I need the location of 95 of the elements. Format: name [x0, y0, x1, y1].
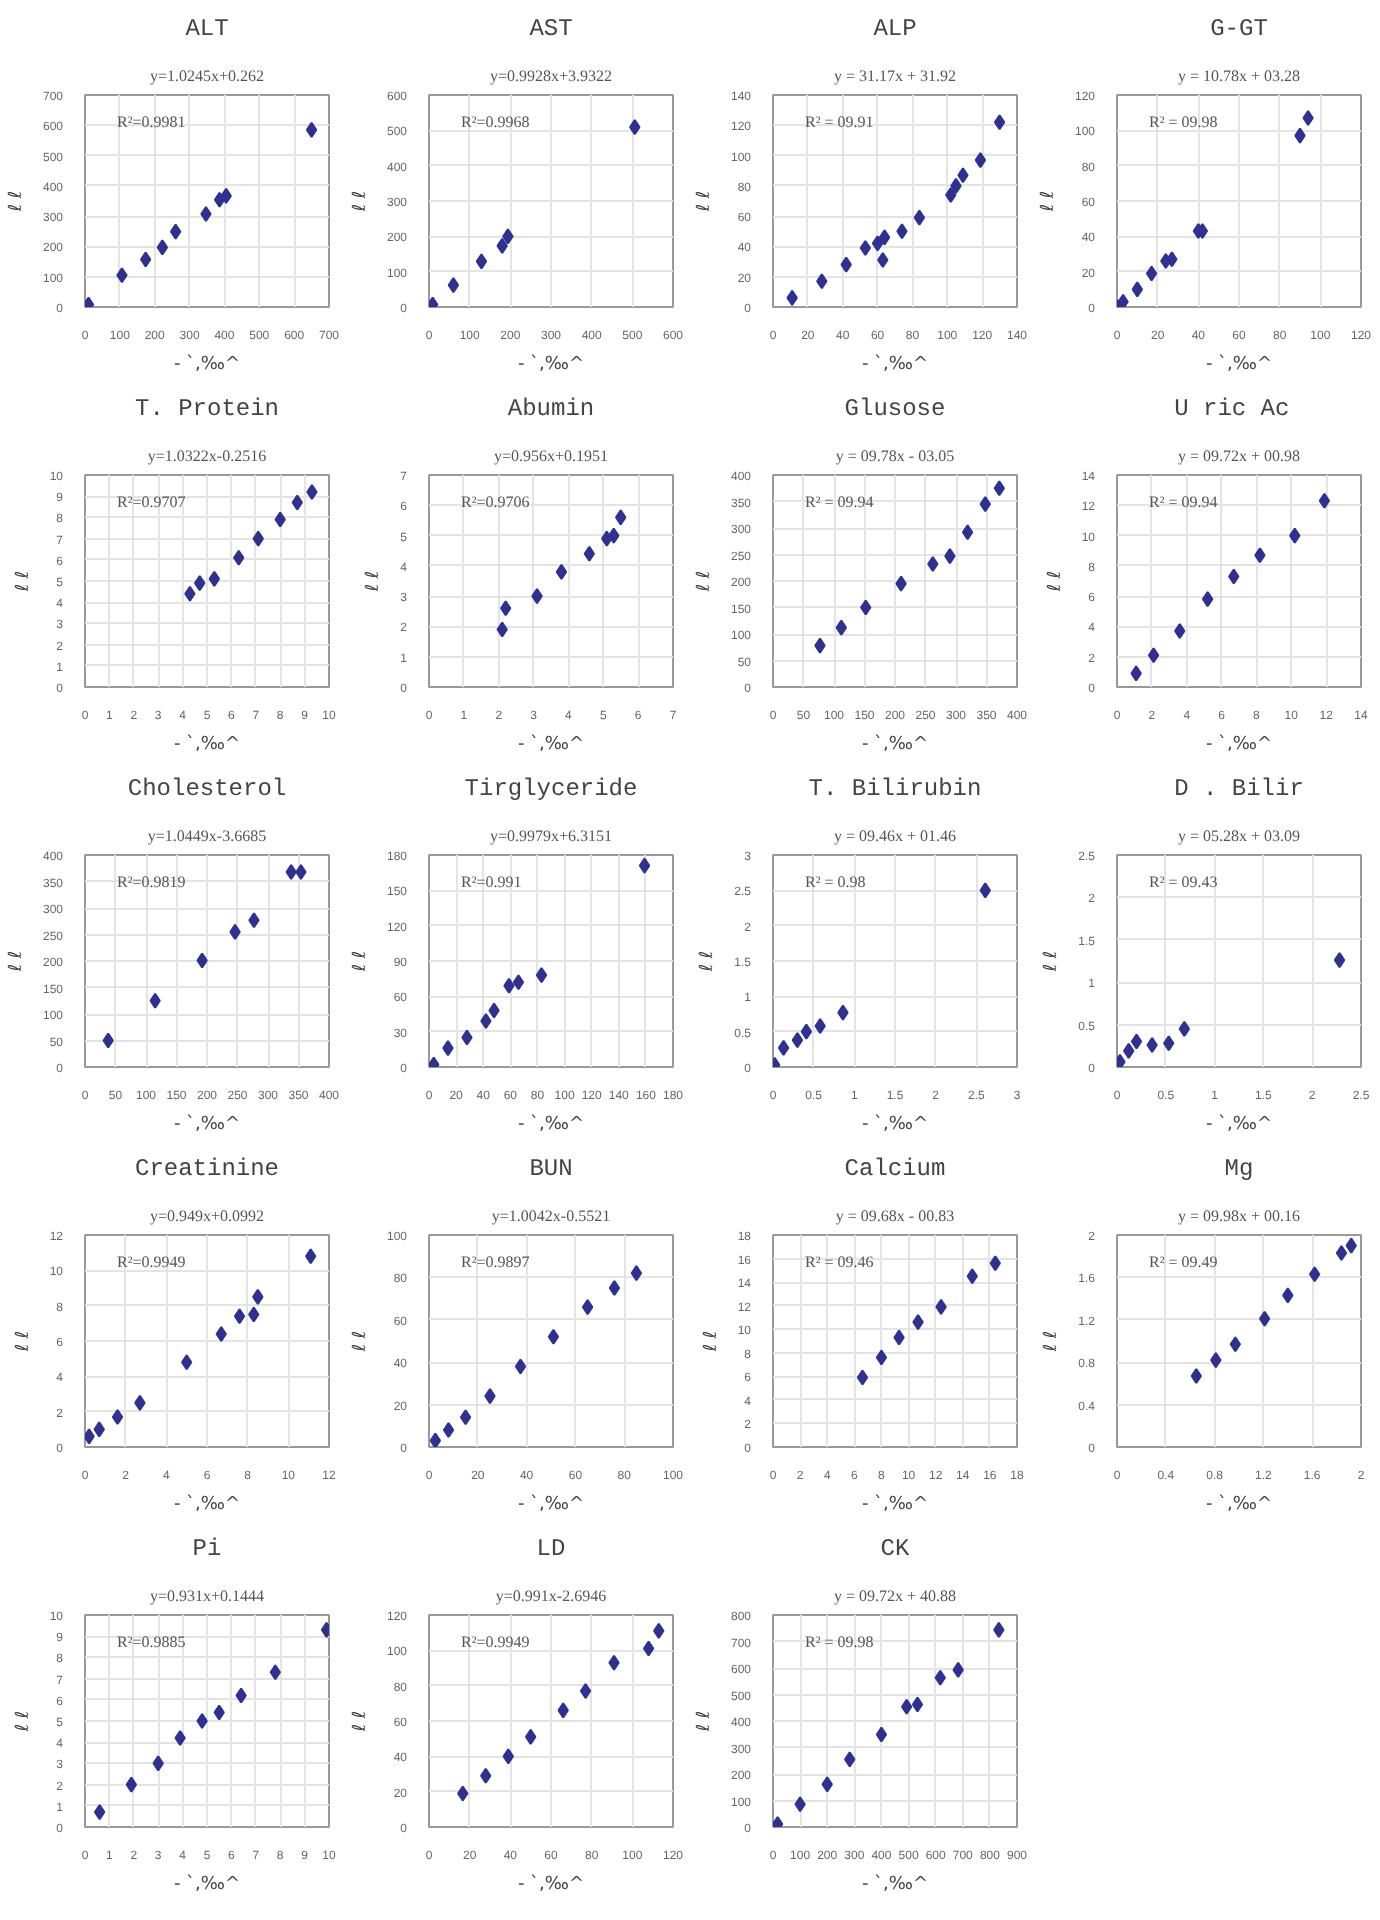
- annotation: R² = 0.98: [805, 873, 866, 891]
- annotation: R² = 09.43: [1149, 873, 1218, 891]
- annotation: R² = 09.46: [805, 1253, 874, 1271]
- x-axis-title: - `,‰^: [517, 1493, 585, 1515]
- text: y=1.0042x-0.5521: [491, 1207, 611, 1225]
- x-axis-title: - `,‰^: [861, 353, 929, 375]
- x-axis-title: - `,‰^: [1205, 353, 1273, 375]
- text: y=0.991x-2.6946: [495, 1587, 607, 1605]
- text: y = 10.78x + 03.28: [1177, 67, 1301, 85]
- annotation: R²=0.9897: [461, 1253, 530, 1271]
- text: y=1.0322x-0.2516: [147, 447, 267, 465]
- y-axis-title: ℓ ℓ: [1038, 190, 1059, 214]
- text: y=0.9979x+6.3151: [489, 827, 613, 845]
- chart-title: T. Protein: [134, 395, 280, 423]
- y-axis-title: ℓ ℓ: [701, 1330, 722, 1354]
- x-axis-title: - `,‰^: [861, 1493, 929, 1515]
- text: y = 31.17x + 31.92: [833, 67, 957, 85]
- annotation: R²=0.9968: [461, 113, 530, 131]
- annotation: R² = 09.98: [805, 1633, 874, 1651]
- annotation: R² = 09.49: [1149, 1253, 1218, 1271]
- y-axis-title: ℓ ℓ: [13, 1330, 34, 1354]
- chart-title: Tirglyceride: [464, 775, 638, 803]
- annotation: R²=0.9981: [117, 113, 186, 131]
- y-axis-title: ℓ ℓ: [694, 1710, 715, 1734]
- chart-title: CK: [880, 1535, 911, 1563]
- x-axis-title: - `,‰^: [517, 353, 585, 375]
- text: y = 09.72x + 00.98: [1177, 447, 1301, 465]
- y-axis-title: ℓ ℓ: [1042, 1330, 1063, 1354]
- text: y=1.0449x-3.6685: [147, 827, 267, 845]
- chart-title: T. Bilirubin: [808, 775, 982, 803]
- x-axis-title: - `,‰^: [173, 1113, 241, 1135]
- x-axis-title: - `,‰^: [517, 1113, 585, 1135]
- x-axis-title: - `,‰^: [861, 733, 929, 755]
- x-axis-title: - `,‰^: [517, 733, 585, 755]
- chart-title: Cholesterol: [127, 775, 287, 803]
- y-axis-title: ℓ ℓ: [6, 950, 27, 974]
- text: y=0.956x+0.1951: [493, 447, 609, 465]
- annotation: R²=0.9819: [117, 873, 186, 891]
- x-axis-title: - `,‰^: [517, 1873, 585, 1895]
- x-axis-title: - `,‰^: [1205, 1493, 1273, 1515]
- x-axis-title: - `,‰^: [1205, 1113, 1273, 1135]
- chart-title: D . Bilir: [1174, 775, 1304, 803]
- y-axis-title: ℓ ℓ: [6, 190, 27, 214]
- chart-title: LD: [536, 1535, 566, 1563]
- chart-title: U ric Ac: [1174, 395, 1290, 423]
- x-axis-title: - `,‰^: [173, 353, 241, 375]
- text: y=1.0245x+0.262: [149, 67, 265, 85]
- text: y = 09.68x - 00.83: [835, 1207, 955, 1225]
- x-axis-title: - `,‰^: [1205, 733, 1273, 755]
- chart-title: Mg: [1224, 1155, 1254, 1183]
- y-axis-title: ℓ ℓ: [364, 570, 385, 594]
- chart-title: Abumin: [507, 395, 595, 423]
- annotation: R²=0.9706: [461, 493, 530, 511]
- chart-title: AST: [529, 15, 573, 43]
- chart-title: ALP: [873, 15, 917, 43]
- y-axis-title: ℓ ℓ: [13, 1710, 34, 1734]
- text: y = 09.72x + 40.88: [833, 1587, 957, 1605]
- x-axis-title: - `,‰^: [861, 1113, 929, 1135]
- chart-title: Calcium: [844, 1155, 946, 1183]
- y-axis-title: ℓ ℓ: [1045, 570, 1066, 594]
- annotation: R²=0.9707: [117, 493, 186, 511]
- annotation: R²=0.991: [461, 873, 522, 891]
- x-axis-title: - `,‰^: [173, 1493, 241, 1515]
- annotation: R² = 09.94: [805, 493, 874, 511]
- chart-title: ALT: [185, 15, 229, 43]
- text: y = 09.78x - 03.05: [835, 447, 955, 465]
- y-axis-title: ℓ ℓ: [1042, 950, 1063, 974]
- y-axis-title: ℓ ℓ: [694, 190, 715, 214]
- text: y = 05.28x + 03.09: [1177, 827, 1301, 845]
- text: y = 09.46x + 01.46: [833, 827, 957, 845]
- chart-title: Pi: [192, 1535, 222, 1563]
- x-axis-title: - `,‰^: [861, 1873, 929, 1895]
- text: y = 09.98x + 00.16: [1177, 1207, 1301, 1225]
- y-axis-title: ℓ ℓ: [694, 570, 715, 594]
- x-axis-title: - `,‰^: [173, 733, 241, 755]
- text: y=0.931x+0.1444: [149, 1587, 265, 1605]
- annotation: R²=0.9949: [461, 1633, 530, 1651]
- y-axis-title: ℓ ℓ: [13, 570, 34, 594]
- text: y=0.949x+0.0992: [149, 1207, 265, 1225]
- annotation: R² = 09.94: [1149, 493, 1218, 511]
- annotation: R² = 09.91: [805, 113, 874, 131]
- text: y=0.9928x+3.9322: [489, 67, 613, 85]
- annotation: R²=0.9949: [117, 1253, 186, 1271]
- y-axis-title: ℓ ℓ: [350, 190, 371, 214]
- x-axis-title: - `,‰^: [173, 1873, 241, 1895]
- annotation: R² = 09.98: [1149, 113, 1218, 131]
- chart-title: Glusose: [844, 395, 946, 423]
- y-axis-title: ℓ ℓ: [350, 950, 371, 974]
- annotation: R²=0.9885: [117, 1633, 186, 1651]
- y-axis-title: ℓ ℓ: [350, 1710, 371, 1734]
- y-axis-title: ℓ ℓ: [698, 950, 719, 974]
- chart-title: BUN: [529, 1155, 573, 1183]
- chart-title: G-GT: [1210, 15, 1268, 43]
- chart-title: Creatinine: [134, 1155, 280, 1183]
- y-axis-title: ℓ ℓ: [350, 1330, 371, 1354]
